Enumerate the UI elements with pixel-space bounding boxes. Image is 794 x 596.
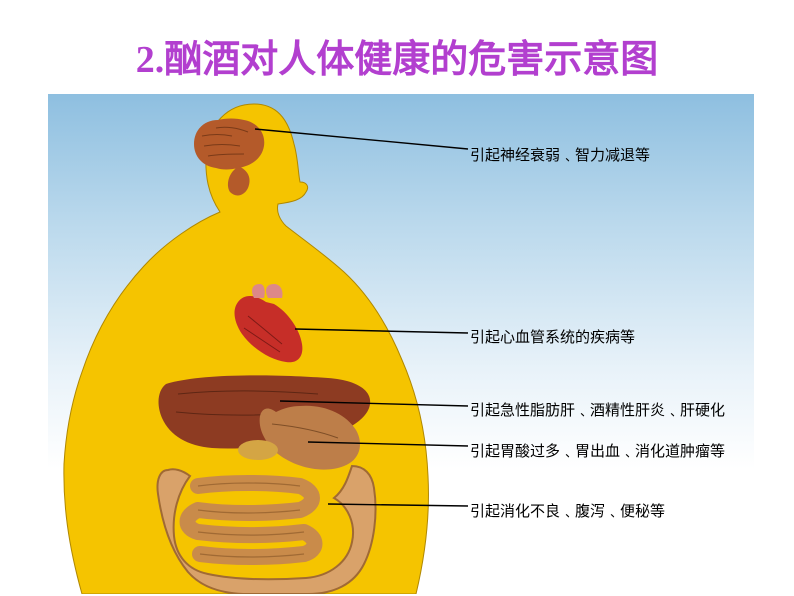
label-intestine: 引起消化不良﹑腹泻﹑便秘等 (470, 500, 665, 521)
slide-title: 2.酗酒对人体健康的危害示意图 (0, 28, 794, 83)
label-stomach: 引起胃酸过多﹑胃出血﹑消化道肿瘤等 (470, 440, 725, 461)
anatomy-diagram: 引起神经衰弱﹑智力减退等引起心血管系统的疾病等引起急性脂肪肝﹑酒精性肝炎﹑肝硬化… (48, 94, 754, 594)
label-brain: 引起神经衰弱﹑智力减退等 (470, 144, 650, 165)
label-liver: 引起急性脂肪肝﹑酒精性肝炎﹑肝硬化 (470, 399, 725, 420)
label-heart: 引起心血管系统的疾病等 (470, 326, 635, 347)
